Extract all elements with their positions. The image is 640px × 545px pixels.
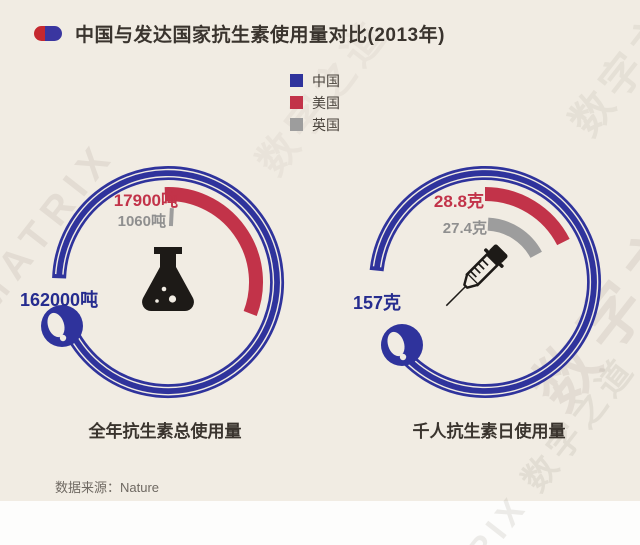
- uk-tick: [168, 207, 174, 227]
- legend-item-uk: 英国: [290, 116, 340, 133]
- capsule-pill-icon: [34, 26, 62, 41]
- right-china-value: 157克: [353, 293, 402, 313]
- capsule-red-half: [34, 26, 45, 41]
- uk-arc: [487, 217, 542, 259]
- page-title: 中国与发达国家抗生素使用量对比(2013年): [75, 25, 445, 46]
- capsule-blue-half: [45, 26, 62, 41]
- teardrop-dot: [399, 353, 407, 361]
- china-ring-arc: [369, 166, 601, 398]
- legend-label-china: 中国: [312, 72, 340, 89]
- ring-strand-line: [55, 168, 282, 396]
- legend-swatch-china: [290, 74, 303, 87]
- syringe-icon: [445, 244, 508, 307]
- right-usa-value: 28.8克: [433, 192, 484, 211]
- legend: 中国 美国 英国: [290, 73, 340, 139]
- left-china-value: 162000吨: [20, 290, 99, 310]
- legend-swatch-uk: [290, 118, 303, 131]
- china-ring-arc: [52, 166, 285, 398]
- data-source: 数据来源：Nature: [55, 480, 160, 495]
- bottom-white-band: [0, 501, 640, 545]
- right-uk-value: 27.4克: [442, 220, 487, 237]
- usa-arc: [484, 187, 570, 246]
- usa-arc: [164, 187, 263, 316]
- title-row: 中国与发达国家抗生素使用量对比(2013年): [34, 20, 445, 47]
- left-usa-value: 17900吨: [113, 191, 178, 210]
- teardrop-hole: [47, 312, 65, 338]
- teardrop-dot: [59, 334, 67, 342]
- flask-icon: [142, 247, 194, 311]
- teardrop-hole: [387, 331, 405, 357]
- right-gauge-caption: 千人抗生素日使用量: [412, 422, 566, 441]
- left-uk-value: 1060吨: [117, 213, 166, 230]
- legend-item-usa: 美国: [290, 94, 340, 111]
- legend-label-uk: 英国: [312, 116, 340, 133]
- legend-label-usa: 美国: [312, 94, 340, 111]
- legend-item-china: 中国: [290, 72, 340, 89]
- ring-strand-line: [379, 175, 592, 389]
- legend-swatch-usa: [290, 96, 303, 109]
- right-gauge: [369, 166, 601, 398]
- ring-strand-line: [372, 168, 599, 396]
- left-gauge: [41, 166, 285, 398]
- ring-strand-line: [62, 176, 275, 389]
- left-gauge-caption: 全年抗生素总使用量: [88, 422, 242, 441]
